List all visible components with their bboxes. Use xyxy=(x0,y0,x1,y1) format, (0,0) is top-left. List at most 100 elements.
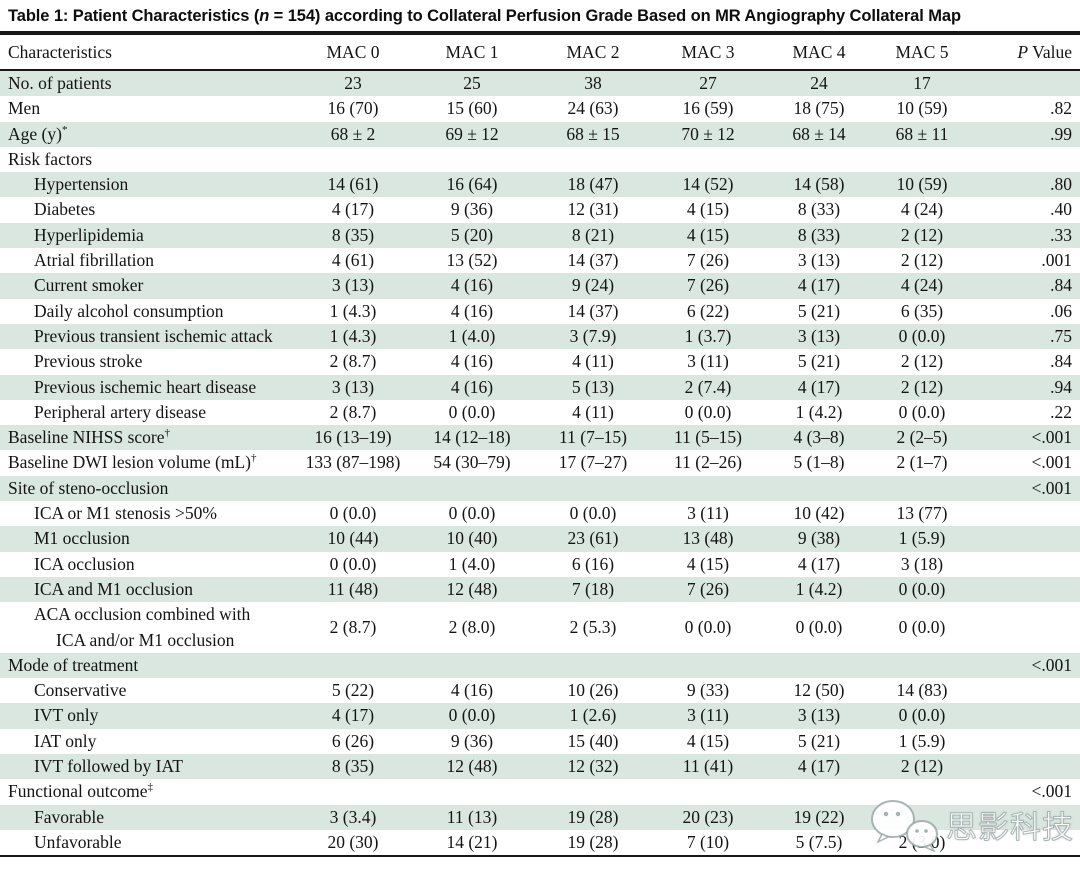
row-label: Atrial fibrillation xyxy=(34,250,155,271)
col-header-mac3: MAC 3 xyxy=(652,35,764,71)
cell-pvalue: .94 xyxy=(1050,376,1072,397)
cell-value: 2 (8.7) xyxy=(329,401,377,422)
row-label: Age (y) xyxy=(8,123,62,144)
row-label-cell: Previous stroke xyxy=(0,349,296,374)
footnote-marker: † xyxy=(251,452,257,465)
cell-value: 3 (11) xyxy=(687,351,729,372)
cell-value: 4 (16) xyxy=(450,300,494,321)
row-label: Mode of treatment xyxy=(8,654,139,675)
row-label: M1 occlusion xyxy=(34,528,130,549)
cell-value: 2 (8.7) xyxy=(329,351,377,372)
row-label: Unfavorable xyxy=(34,831,122,852)
footnote-marker: * xyxy=(61,123,68,136)
cell-value: 4 (3–8) xyxy=(793,427,845,448)
cell-value: 5 (22) xyxy=(331,680,375,701)
table-row: Hypertension 14 (61) 16 (64) 18 (47) 14 (52)… xyxy=(0,172,1080,198)
cell-value: 2 (2–5) xyxy=(896,427,948,448)
cell-value: 14 (37) xyxy=(567,300,619,321)
cell-value: 19 (22) xyxy=(793,806,845,827)
cell-value: 5 (20) xyxy=(450,224,494,245)
cell-value xyxy=(652,147,764,172)
row-label: Peripheral artery disease xyxy=(34,401,207,422)
cell-value: 2 (7.4) xyxy=(684,376,732,397)
cell-value xyxy=(764,653,874,678)
cell-value: 15 (40) xyxy=(567,730,619,751)
cell-value: 7 (10) xyxy=(686,831,730,852)
cell-value: 4 (16) xyxy=(450,376,494,397)
row-label-cell: IVT only xyxy=(0,703,296,728)
col-header-mac5: MAC 5 xyxy=(874,35,970,71)
cell-value: 16 (13–19) xyxy=(314,427,392,448)
cell-value: 4 (15) xyxy=(686,730,730,751)
cell-value: 8 (33) xyxy=(797,199,841,220)
pvalue-rest: Value xyxy=(1028,41,1072,62)
cell-value: 3 (13) xyxy=(797,250,841,271)
row-label-cell: Favorable xyxy=(0,805,296,830)
row-label-cell: Age (y)* xyxy=(0,122,296,147)
cell-value: 1 (4.0) xyxy=(448,553,496,574)
row-label-cell: Peripheral artery disease xyxy=(0,400,296,425)
cell-value: 4 (11) xyxy=(572,351,614,372)
cell-pvalue: <.001 xyxy=(1031,427,1073,448)
cell-value xyxy=(296,653,410,678)
cell-value: 5 (21) xyxy=(797,730,841,751)
cell-pvalue: <.001 xyxy=(1031,654,1073,675)
cell-value: 2 (12) xyxy=(900,250,944,271)
cell-value: 9 (38) xyxy=(797,528,841,549)
cell-value: 1 (2.6) xyxy=(569,705,617,726)
header-row: Characteristics MAC 0 MAC 1 MAC 2 MAC 3 … xyxy=(0,35,1080,71)
cell-pvalue xyxy=(970,754,1080,779)
cell-value: 7 (26) xyxy=(686,250,730,271)
cell-value: 2 (1–7) xyxy=(896,452,948,473)
cell-pvalue: .06 xyxy=(1050,300,1072,321)
row-label-cell: Functional outcome‡ xyxy=(0,779,296,804)
row-label: Previous stroke xyxy=(34,351,143,372)
table-row: ICA occlusion 0 (0.0) 1 (4.0) 6 (16) 4 (15) 4… xyxy=(0,552,1080,577)
cell-pvalue xyxy=(970,147,1080,172)
cell-value xyxy=(874,779,970,804)
cell-value: 68 ± 11 xyxy=(895,123,949,144)
cell-value: 4 (11) xyxy=(572,401,614,422)
cell-value: 69 ± 12 xyxy=(445,123,499,144)
cell-pvalue xyxy=(970,501,1080,526)
cell-pvalue: .84 xyxy=(1050,275,1072,296)
cell-pvalue: <.001 xyxy=(1031,452,1073,473)
cell-pvalue xyxy=(970,526,1080,551)
cell-value: 8 (35) xyxy=(331,756,375,777)
cell-value: 0 (0.0) xyxy=(448,705,496,726)
cell-value: 5 (1–8) xyxy=(793,452,845,473)
cell-value xyxy=(874,476,970,501)
cell-pvalue: .001 xyxy=(1041,250,1072,271)
table-row: Previous ischemic heart disease 3 (13) 4 (… xyxy=(0,374,1080,400)
cell-value xyxy=(410,147,534,172)
cell-value: 9 (36) xyxy=(450,730,494,751)
row-label: ACA occlusion combined with xyxy=(34,604,251,625)
row-label: Risk factors xyxy=(8,148,93,169)
cell-value: 16 (59) xyxy=(682,98,734,119)
cell-value: 2 (3.0) xyxy=(898,831,946,852)
cell-value: 4 (15) xyxy=(686,199,730,220)
cell-value xyxy=(296,779,410,804)
cell-value: 20 (30) xyxy=(327,831,379,852)
row-label: IVT followed by IAT xyxy=(34,756,183,777)
table-row: Atrial fibrillation 4 (61) 13 (52) 14 (37) 7… xyxy=(0,248,1080,273)
cell-value: 1 (5.9) xyxy=(898,730,946,751)
cell-value: 11 (48) xyxy=(327,578,379,599)
cell-value: 23 xyxy=(344,73,362,93)
cell-value: 17 (7–27) xyxy=(558,452,628,473)
footnote-marker: † xyxy=(164,427,171,440)
cell-pvalue xyxy=(970,70,1080,96)
cell-value xyxy=(534,476,652,501)
cell-value: 11 (2–26) xyxy=(674,452,742,473)
cell-value: 1 (5.9) xyxy=(898,528,946,549)
cell-value: 68 ± 2 xyxy=(330,123,376,144)
cell-value: 4 (17) xyxy=(797,376,841,397)
cell-value: 3 (13) xyxy=(331,275,375,296)
cell-value: 3 (3.4) xyxy=(329,806,377,827)
cell-value: 16 (70) xyxy=(327,98,379,119)
cell-value: 20 (23) xyxy=(682,806,734,827)
cell-value xyxy=(652,653,764,678)
cell-value: 2 (5.3) xyxy=(569,616,617,637)
table-row: Site of steno-occlusion <.001 xyxy=(0,475,1080,502)
cell-value: 14 (37) xyxy=(567,250,619,271)
